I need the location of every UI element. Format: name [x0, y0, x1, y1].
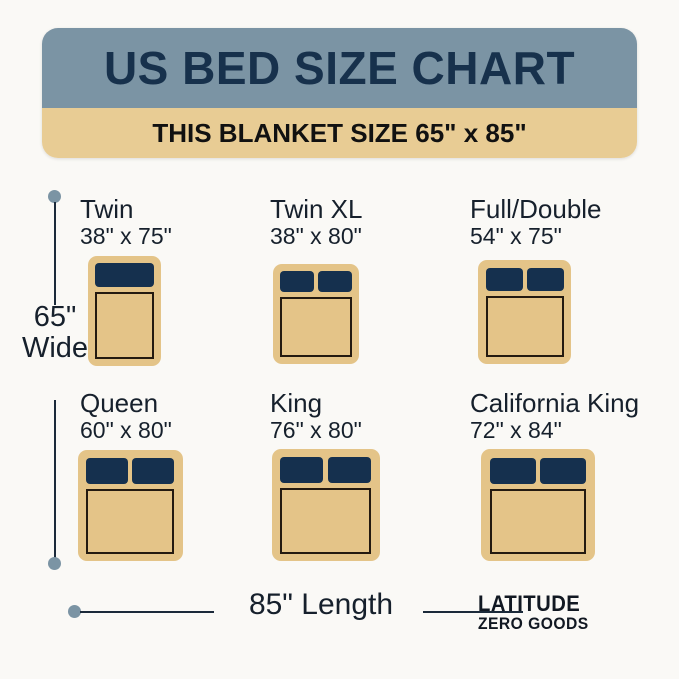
pillow-left [95, 262, 154, 287]
brand-name-line1: LATITUDE [478, 591, 581, 616]
width-axis-line-upper [54, 202, 56, 305]
bed-figure-california-king [481, 448, 595, 561]
bed-dims-twin-xl: 38" x 80" [270, 223, 362, 250]
bed-card-full-double: Full/Double 54" x 75" [470, 194, 602, 364]
bed-card-twin-xl: Twin XL 38" x 80" [270, 194, 363, 364]
bed-figure-full-double [478, 259, 571, 364]
pillow-right [318, 270, 352, 292]
bed-figure-queen [78, 449, 183, 561]
bed-dims-queen: 60" x 80" [80, 417, 172, 444]
width-axis-line-lower [54, 400, 56, 562]
header-card: US BED SIZE CHART THIS BLANKET SIZE 65" … [42, 28, 637, 158]
mattress-area [280, 296, 352, 357]
bed-card-king: King 76" x 80" [270, 388, 380, 561]
bed-card-california-king: California King 72" x 84" [470, 388, 640, 561]
bed-dims-king: 76" x 80" [270, 417, 362, 444]
header-title-band: US BED SIZE CHART [42, 28, 637, 108]
brand-logo: LATITUDE ZERO GOODS [478, 592, 668, 634]
page-title: US BED SIZE CHART [103, 42, 576, 94]
width-axis-label: 65" Wide [10, 301, 100, 365]
length-axis-left-dot [68, 605, 81, 618]
bed-name-queen: Queen [80, 388, 159, 418]
bed-figure-twin [88, 255, 161, 366]
mattress-area [280, 487, 371, 554]
bed-dims-full-double: 54" x 75" [470, 223, 562, 250]
pillow-right [527, 267, 564, 291]
brand-name-line2: ZERO GOODS [478, 614, 589, 634]
length-axis-label: 85" Length [248, 588, 394, 621]
pillow-left [280, 456, 323, 483]
pillow-left [280, 270, 314, 292]
pillow-right [328, 456, 371, 483]
bed-card-twin: Twin 38" x 75" [80, 194, 172, 366]
bed-dims-california-king: 72" x 84" [470, 417, 562, 444]
mattress-area [486, 295, 564, 357]
bed-name-twin-xl: Twin XL [270, 194, 363, 224]
pillow-left [486, 267, 523, 291]
mattress-area [86, 488, 174, 554]
bed-name-california-king: California King [470, 388, 640, 418]
bed-name-full-double: Full/Double [470, 194, 602, 224]
header-subtitle-band: THIS BLANKET SIZE 65" x 85" [42, 108, 637, 158]
width-axis-value: 65" [33, 301, 77, 333]
mattress-area [95, 291, 154, 359]
length-axis-line-left [80, 611, 214, 613]
bed-name-king: King [270, 388, 323, 418]
bed-dims-twin: 38" x 75" [80, 223, 172, 250]
pillow-right [132, 457, 174, 484]
blanket-size-label: THIS BLANKET SIZE 65" x 85" [152, 118, 527, 148]
length-axis: 85" Length [68, 590, 628, 641]
width-axis-unit-word: Wide [21, 332, 89, 365]
width-axis: 65" Wide [22, 190, 110, 570]
width-axis-top-dot [48, 190, 61, 203]
bed-card-queen: Queen 60" x 80" [78, 388, 183, 561]
bed-name-twin: Twin [80, 194, 134, 224]
width-axis-bottom-dot [48, 557, 61, 570]
pillow-left [86, 457, 128, 484]
pillow-right [540, 457, 586, 484]
bed-figure-king [272, 448, 380, 561]
bed-figure-twin-xl [273, 263, 359, 364]
length-axis-line-right [423, 611, 523, 613]
mattress-area [490, 488, 586, 554]
pillow-left [490, 457, 536, 484]
